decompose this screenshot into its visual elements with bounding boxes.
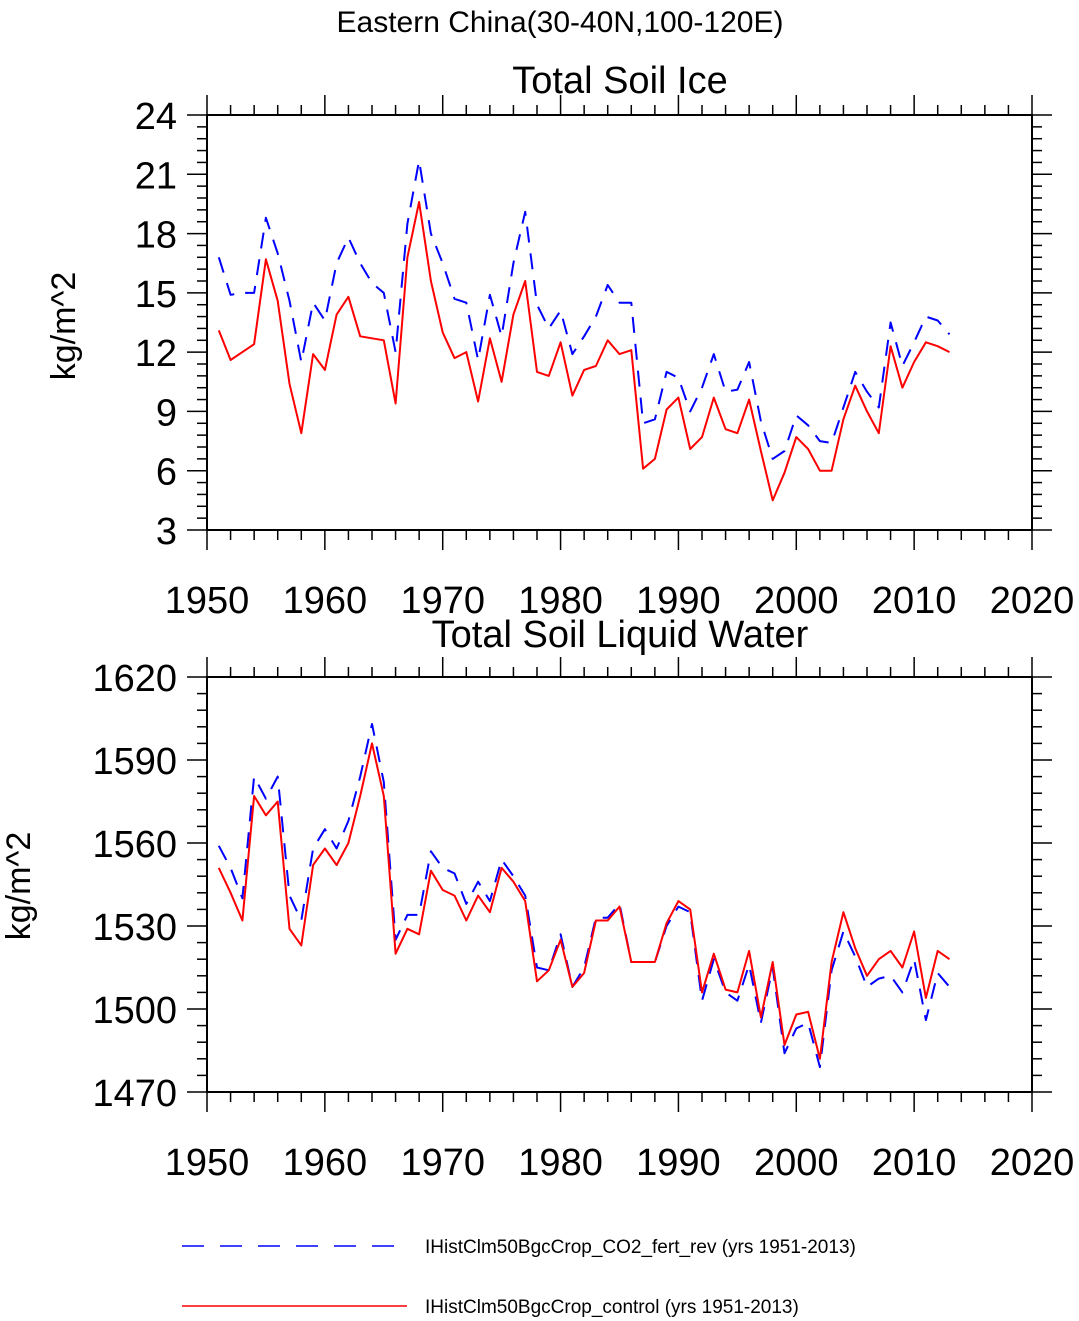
series-line-control [217,742,951,1060]
x-tick-label: 2020 [990,1142,1075,1184]
x-tick-label: 1980 [518,580,603,622]
legend: IHistClm50BgcCrop_CO2_fert_rev (yrs 1951… [182,1237,856,1318]
series-line-control [217,201,950,502]
y-tick-label: 9 [156,392,177,434]
x-tick-label: 1990 [636,1142,721,1184]
chart-title: Total Soil Liquid Water [432,614,809,656]
y-tick-label: 1530 [92,907,177,949]
x-tick-label: 1980 [518,1142,603,1184]
plot-frame [206,676,1033,1093]
chart-title: Total Soil Ice [512,60,727,102]
x-tick-label: 1960 [283,580,368,622]
y-tick-label: 21 [135,155,177,197]
plot-frame [206,114,1033,531]
x-tick-label: 2010 [872,1142,957,1184]
y-tick-label: 12 [135,333,177,375]
x-tick-label: 1950 [165,1142,250,1184]
x-tick-label: 1990 [636,580,721,622]
x-tick-label: 2010 [872,580,957,622]
x-tick-label: 2020 [990,580,1075,622]
y-tick-label: 1590 [92,741,177,783]
series-line-co2-fert-rev [217,159,951,460]
x-tick-label: 1960 [283,1142,368,1184]
y-tick-label: 1560 [92,824,177,866]
y-tick-label: 1620 [92,658,177,700]
chart-panel-total-soil-ice: Total Soil Ice kg/m^2 1950 1960 1970 1980 19… [45,60,1074,622]
plot-area: 1950 1960 1970 1980 1990 2000 2010 2020 3 6 9 12 15 1… [135,95,1075,622]
x-tick-label: 2000 [754,1142,839,1184]
y-axis-label: kg/m^2 [0,832,38,941]
y-tick-label: 3 [156,511,177,553]
legend-label-control: IHistClm50BgcCrop_control (yrs 1951-2013… [425,1297,799,1318]
x-tick-label: 1970 [400,580,485,622]
y-tick-label: 6 [156,452,177,494]
y-tick-label: 1470 [92,1073,177,1115]
y-tick-label: 15 [135,274,177,316]
plot-area: 1950 1960 1970 1980 1990 2000 2010 2020 1470 1500… [92,657,1074,1184]
legend-label-co2-fert-rev: IHistClm50BgcCrop_CO2_fert_rev (yrs 1951… [425,1237,856,1258]
chart-panel-total-soil-liquid-water: Total Soil Liquid Water kg/m^2 1950 1960 1… [0,614,1074,1184]
figure-title: Eastern China(30-40N,100-120E) [337,6,784,39]
y-axis-label: kg/m^2 [45,272,83,381]
y-tick-label: 1500 [92,990,177,1032]
y-tick-label: 18 [135,215,177,257]
series-line-co2-fert-rev [217,723,951,1069]
y-tick-label: 24 [135,96,177,138]
x-tick-label: 2000 [754,580,839,622]
x-tick-label: 1950 [165,580,250,622]
x-tick-label: 1970 [400,1142,485,1184]
